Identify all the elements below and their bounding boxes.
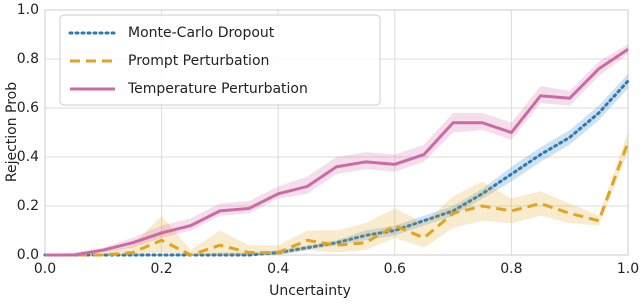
y-tick-label: 1.0: [17, 2, 39, 18]
y-tick-label: 0.8: [17, 51, 39, 67]
x-tick-label: 0.4: [267, 261, 289, 277]
y-tick-label: 0.4: [17, 149, 39, 165]
y-tick-label: 0.6: [17, 100, 39, 116]
legend-label: Prompt Perturbation: [128, 53, 269, 69]
x-axis-label: Uncertainty: [269, 283, 351, 299]
x-tick-label: 0.6: [384, 261, 406, 277]
x-tick-label: 0.2: [150, 261, 172, 277]
plot-frame: [44, 9, 629, 256]
x-tick-label: 0.0: [34, 261, 56, 277]
line: [43, 79, 630, 257]
legend-box: [59, 14, 381, 106]
y-axis-label: Rejection Prob: [4, 82, 20, 182]
y-tick-label: 0.0: [17, 247, 39, 263]
legend-label: Monte-Carlo Dropout: [128, 25, 275, 41]
confidence-band: [45, 132, 628, 255]
line: [45, 141, 630, 257]
line: [45, 47, 629, 257]
y-tick-label: 0.2: [17, 198, 39, 214]
legend-label: Temperature Perturbation: [127, 81, 308, 97]
x-tick-label: 0.8: [500, 261, 522, 277]
x-tick-label: 1.0: [617, 261, 639, 277]
